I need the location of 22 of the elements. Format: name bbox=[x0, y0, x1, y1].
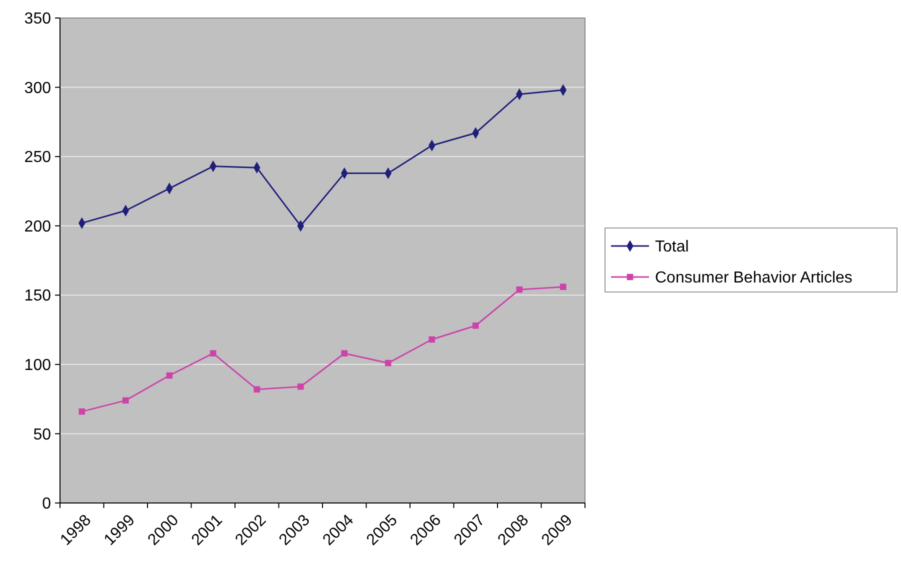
y-tick-label: 250 bbox=[24, 149, 52, 166]
point bbox=[297, 383, 304, 390]
point bbox=[210, 350, 216, 357]
point bbox=[516, 286, 523, 293]
point bbox=[560, 284, 566, 290]
y-tick-label: 350 bbox=[24, 10, 52, 28]
point bbox=[166, 372, 173, 379]
point bbox=[341, 350, 348, 357]
legend-label: Total bbox=[655, 238, 689, 256]
y-tick-label: 100 bbox=[24, 357, 52, 374]
point bbox=[472, 322, 479, 329]
point bbox=[122, 397, 129, 404]
y-tick-label: 0 bbox=[42, 496, 52, 513]
point bbox=[384, 360, 392, 366]
point bbox=[254, 386, 260, 393]
legend-label: Consumer Behavior Articles bbox=[655, 270, 852, 287]
y-tick-label: 200 bbox=[24, 218, 52, 236]
y-tick-label: 300 bbox=[24, 80, 52, 97]
point bbox=[428, 336, 436, 343]
y-tick-label: 150 bbox=[24, 288, 52, 305]
point bbox=[78, 408, 86, 415]
y-tick-label: 50 bbox=[33, 426, 52, 444]
